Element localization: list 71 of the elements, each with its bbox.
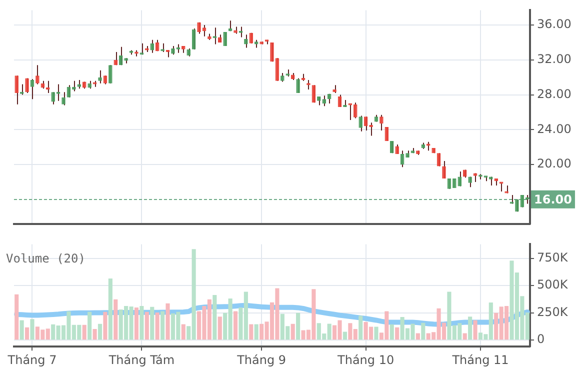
bar	[20, 320, 24, 340]
candlestick	[306, 79, 310, 90]
y-tick-label: 32.00	[537, 52, 572, 66]
candlestick	[380, 114, 384, 132]
bar	[390, 324, 394, 340]
candlestick	[72, 80, 76, 92]
bar	[92, 329, 97, 340]
x-tick-label: Tháng Tám	[108, 352, 175, 367]
bar	[88, 312, 92, 340]
bar	[395, 327, 400, 340]
bar	[166, 303, 170, 340]
y-tick-label: 0	[537, 332, 545, 346]
candlestick	[150, 39, 154, 54]
y-tick-label: 500K	[537, 278, 569, 292]
x-tick-label: Tháng 9	[236, 352, 286, 367]
bar	[462, 333, 467, 340]
bar	[14, 294, 19, 340]
bar	[108, 278, 112, 340]
bar	[249, 324, 254, 340]
candlestick	[14, 75, 18, 105]
bar	[134, 307, 139, 340]
bar	[140, 306, 144, 340]
y-tick-label: 250K	[537, 304, 569, 319]
candlestick	[62, 92, 66, 106]
candlestick	[46, 80, 50, 94]
bar	[150, 306, 154, 340]
candlestick	[98, 70, 102, 84]
bar	[30, 319, 34, 340]
bar	[155, 312, 160, 340]
y-tick-label: 24.00	[537, 122, 572, 136]
y-tick-label: 36.00	[537, 17, 572, 32]
x-tick-label: Tháng 7	[6, 352, 57, 367]
bar	[25, 327, 30, 340]
bar	[468, 316, 472, 340]
candlestick	[322, 95, 326, 107]
candlestick	[25, 78, 29, 94]
ref-line-label: 16.00	[534, 192, 572, 207]
y-tick-label: 28.00	[537, 86, 572, 101]
bar	[98, 324, 102, 340]
y-tick-label: 750K	[537, 250, 569, 264]
bar	[254, 324, 258, 340]
bar	[342, 332, 348, 340]
bar	[416, 333, 420, 340]
bar	[473, 320, 478, 340]
bar	[114, 299, 118, 340]
bar	[358, 316, 363, 340]
bar	[82, 324, 86, 340]
y-tick-label: 20.00	[537, 156, 572, 171]
candlestick	[36, 64, 40, 85]
candlestick	[223, 31, 227, 46]
bar	[212, 294, 217, 340]
bar	[421, 322, 426, 340]
bar	[181, 324, 186, 340]
candlestick	[244, 34, 248, 48]
candlestick	[358, 115, 362, 132]
bar	[160, 311, 165, 340]
candlestick	[296, 78, 300, 94]
x-tick-label: Tháng 10	[336, 352, 394, 367]
bar	[144, 312, 149, 340]
bar	[233, 311, 238, 340]
candlestick	[369, 122, 373, 136]
bar	[103, 312, 108, 340]
candlestick	[442, 160, 446, 179]
candlestick	[51, 92, 55, 105]
bar	[296, 312, 300, 340]
text: Volume (20)	[6, 251, 86, 266]
bar	[218, 316, 222, 340]
bar	[374, 326, 378, 340]
candlestick	[354, 102, 358, 119]
bar	[290, 324, 295, 340]
x-tick-label: Tháng 11	[451, 352, 509, 367]
